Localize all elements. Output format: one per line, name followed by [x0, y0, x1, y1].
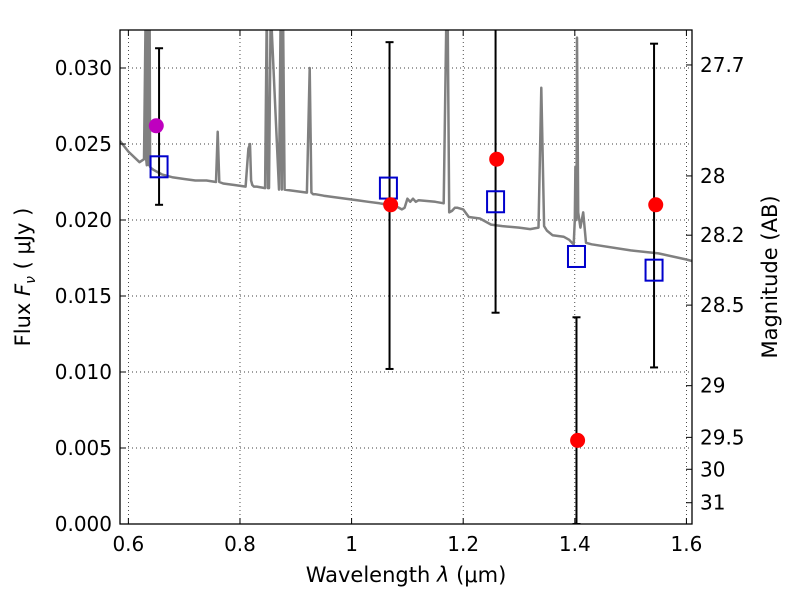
y-tick-label: 0.010: [55, 360, 112, 384]
model-square-marker: [644, 258, 664, 282]
y2-tick-label: 27.7: [700, 53, 745, 77]
axis-ticks: 0.6 0.8 1 1.2 1.4 1.6 0.000 0.005 0.010 0.015 0.02…: [55, 30, 745, 556]
model-square-marker: [486, 190, 506, 214]
x-tick-label: 0.6: [112, 532, 144, 556]
measured-circle-marker: [148, 118, 164, 134]
y-tick-label: 0.005: [55, 436, 112, 460]
y2-tick-label: 30: [700, 457, 725, 481]
y-tick-label: 0.000: [55, 512, 112, 536]
model-square-marker: [149, 155, 169, 179]
y2-tick-label: 29.5: [700, 425, 745, 449]
y2-tick-label: 28.2: [700, 223, 745, 247]
y2-axis-label: Magnitude (AB): [758, 195, 782, 358]
measured-circle-marker: [648, 197, 664, 213]
x-tick-label: 1.2: [447, 532, 479, 556]
x-tick-label: 1: [345, 532, 358, 556]
y2-tick-label: 31: [700, 491, 725, 515]
x-tick-label: 1.6: [671, 532, 703, 556]
x-axis-label: Wavelength λ (μm): [306, 563, 507, 587]
y-tick-label: 0.020: [55, 208, 112, 232]
x-tick-label: 1.4: [559, 532, 591, 556]
x-tick-label: 0.8: [224, 532, 256, 556]
y-tick-label: 0.025: [55, 132, 112, 156]
y-tick-label: 0.030: [55, 56, 112, 80]
y-tick-label: 0.015: [55, 284, 112, 308]
spectrum-line: [120, 30, 692, 263]
grid-lines: [120, 30, 692, 524]
measured-circle-marker: [383, 197, 399, 213]
model-square-marker: [566, 244, 586, 268]
y2-tick-label: 28.5: [700, 293, 745, 317]
plot-data: [120, 30, 692, 524]
plot-frame: [119, 29, 693, 525]
measured-circle-marker: [570, 432, 586, 448]
y-axis-label: Flux Fν ( μJy ): [11, 208, 39, 347]
y2-tick-label: 29: [700, 374, 725, 398]
measured-circle-marker: [489, 151, 505, 167]
y2-tick-label: 28: [700, 164, 725, 188]
